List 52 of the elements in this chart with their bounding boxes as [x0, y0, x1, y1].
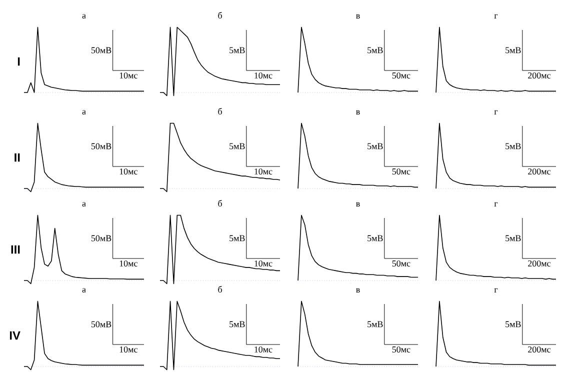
annotation: 200мс: [528, 260, 550, 267]
annotation: 50мс: [392, 72, 410, 78]
annotation: 5мВ: [368, 143, 383, 150]
chart-title: а: [82, 14, 86, 19]
chart-title: в: [356, 110, 360, 114]
annotation: 10мс: [120, 168, 138, 175]
annotation: 200мс: [528, 168, 550, 175]
y-axis-title: IV: [10, 331, 20, 340]
annotation: 50мВ: [91, 143, 112, 150]
chart-title: г: [494, 110, 498, 114]
chart-title: г: [494, 14, 498, 18]
chart-title: а: [82, 202, 86, 207]
y-axis-title: III: [11, 245, 20, 254]
y-axis-title: II: [14, 153, 20, 162]
annotation: 50мВ: [91, 321, 112, 328]
chart-title: в: [356, 288, 360, 292]
chart-title: б: [218, 108, 222, 115]
annotation: 200мс: [528, 72, 550, 78]
chart-title: а: [82, 288, 86, 293]
chart-title: а: [82, 110, 86, 115]
annotation: 5мВ: [230, 47, 245, 54]
annotation: 10мс: [254, 168, 272, 175]
annotation: 10мс: [254, 72, 272, 78]
annotation: 5мВ: [506, 47, 521, 54]
annotation: 5мВ: [230, 143, 245, 150]
annotation: 10мс: [254, 346, 272, 353]
chart-title: в: [356, 14, 360, 18]
annotation: 50мс: [392, 260, 410, 267]
y-axis-title: I: [18, 57, 20, 66]
annotation: 5мВ: [506, 235, 521, 242]
chart-title: г: [494, 288, 498, 292]
annotation: 10мс: [120, 260, 138, 267]
annotation: 5мВ: [506, 143, 521, 150]
annotation: 50мс: [392, 346, 410, 353]
chart-title: б: [218, 12, 222, 19]
chart-title: г: [494, 202, 498, 206]
chart-title: б: [218, 286, 222, 293]
chart-title: в: [356, 202, 360, 206]
annotation: 5мВ: [230, 321, 245, 328]
annotation: 5мВ: [506, 321, 521, 328]
chart-title: б: [218, 200, 222, 207]
annotation: 10мс: [120, 72, 138, 78]
annotation: 200мс: [528, 346, 550, 353]
annotation: 5мВ: [368, 47, 383, 54]
annotation: 5мВ: [368, 235, 383, 242]
annotation: 10мс: [120, 346, 138, 353]
annotation: 10мс: [254, 260, 272, 267]
annotation: 5мВ: [230, 235, 245, 242]
annotation: 50мВ: [91, 47, 112, 54]
annotation: 50мВ: [91, 235, 112, 242]
annotation: 50мс: [392, 168, 410, 175]
annotation: 5мВ: [368, 321, 383, 328]
